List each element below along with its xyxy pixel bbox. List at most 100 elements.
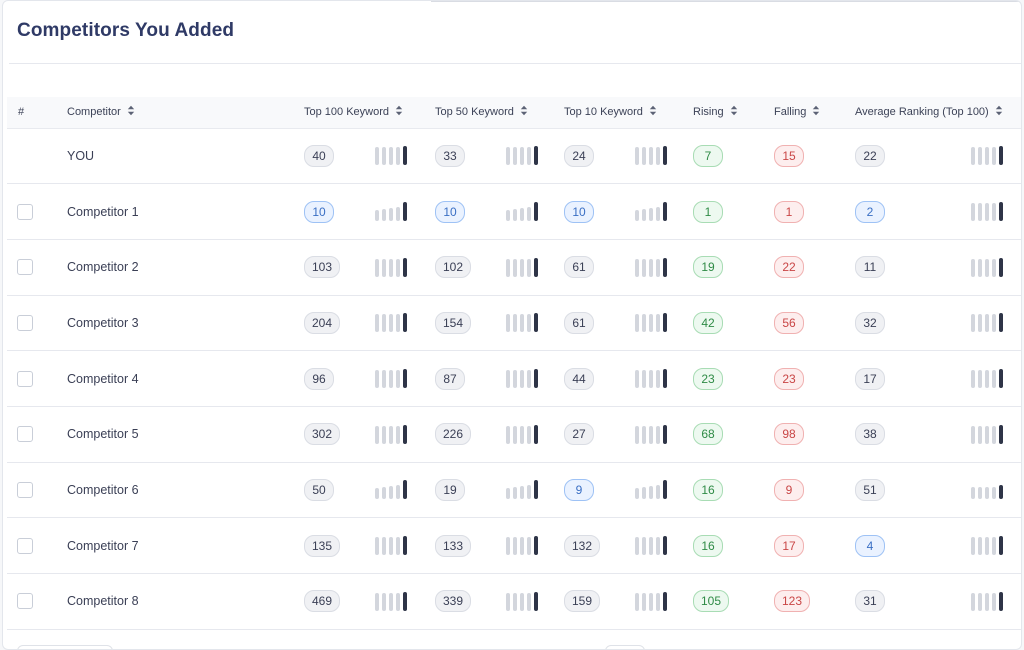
row-checkbox[interactable]: [17, 481, 33, 498]
metric-rising: 16: [693, 478, 774, 501]
trend-bar: [513, 258, 517, 277]
trend-bar-latest: [999, 485, 1003, 500]
trend-bar-latest: [403, 369, 407, 389]
trend-bar: [992, 258, 996, 277]
value-badge: 159: [564, 590, 601, 613]
table-row[interactable]: Competitor 4 96 87 44 23 23 17: [7, 351, 1021, 407]
value-badge: 61: [564, 256, 594, 279]
trend-bar: [971, 147, 975, 166]
column-header-avg[interactable]: Average Ranking (Top 100): [855, 97, 1021, 129]
column-header-top10[interactable]: Top 10 Keyword: [564, 97, 693, 129]
metric-top50: 33: [435, 144, 564, 167]
table-row[interactable]: Competitor 5 302 226 27 68 98 38: [7, 406, 1021, 463]
trend-bar: [389, 314, 393, 333]
metric-top100: 204: [304, 311, 435, 334]
column-header-falling[interactable]: Falling: [774, 97, 855, 129]
cell-falling: 98: [774, 406, 855, 462]
sort-arrows-icon[interactable]: [127, 105, 135, 119]
trend-bar: [382, 425, 386, 444]
cell-top100: 10: [304, 184, 435, 240]
trend-bars-icon: [971, 480, 1003, 500]
trend-bar: [389, 208, 393, 222]
value-badge: 9: [564, 478, 594, 501]
trend-bar: [506, 258, 510, 277]
trend-bar: [527, 537, 531, 556]
trend-bar-latest: [534, 257, 538, 277]
trend-bars-icon: [635, 591, 667, 611]
trend-bar: [649, 537, 653, 556]
row-checkbox[interactable]: [17, 426, 33, 443]
trend-bar: [375, 147, 379, 166]
sort-arrows-icon[interactable]: [730, 105, 738, 119]
table-row[interactable]: Competitor 8 469 339 159 105 123 31: [7, 574, 1021, 630]
row-checkbox[interactable]: [17, 259, 33, 276]
trend-bar: [513, 592, 517, 611]
trend-bar: [992, 203, 996, 222]
sort-arrows-icon[interactable]: [995, 105, 1003, 119]
trend-bar-latest: [403, 591, 407, 611]
cell-top10: 24: [564, 128, 693, 184]
trend-bar: [635, 314, 639, 333]
sort-arrows-icon[interactable]: [812, 105, 820, 119]
value-badge: 40: [304, 144, 334, 167]
metric-top50: 102: [435, 256, 564, 279]
row-checkbox[interactable]: [17, 314, 33, 331]
row-checkbox[interactable]: [17, 203, 33, 220]
cell-rising: 1: [693, 184, 774, 240]
value-badge: 16: [693, 534, 723, 557]
trend-bars-icon: [971, 424, 1003, 444]
trend-bar: [527, 485, 531, 500]
table-row[interactable]: Competitor 1 10 10 10 1 1 2: [7, 184, 1021, 240]
trend-bar: [396, 258, 400, 277]
sort-arrows-icon[interactable]: [520, 105, 528, 119]
metric-avg: 38: [855, 423, 1021, 446]
table-row[interactable]: Competitor 2 103 102 61 19 22 11: [7, 239, 1021, 296]
trend-bar: [985, 370, 989, 389]
table-row[interactable]: Competitor 7 135 133 132 16 17 4: [7, 518, 1021, 574]
value-badge: 302: [304, 423, 341, 446]
trend-bar-latest: [534, 480, 538, 500]
trend-bar: [396, 314, 400, 333]
cell-top50: 339: [435, 574, 564, 630]
trend-bar: [375, 537, 379, 556]
trend-bar: [389, 486, 393, 500]
metric-avg: 2: [855, 200, 1021, 223]
value-badge: 87: [435, 367, 465, 390]
trend-bar-latest: [663, 424, 667, 444]
trend-bar-latest: [999, 369, 1003, 389]
cell-rising: 16: [693, 462, 774, 518]
row-checkbox[interactable]: [17, 537, 33, 554]
trend-bar: [382, 258, 386, 277]
sort-arrows-icon[interactable]: [395, 105, 403, 119]
column-header-top100[interactable]: Top 100 Keyword: [304, 97, 435, 129]
page-title: Competitors You Added: [17, 20, 235, 41]
trend-bar: [642, 487, 646, 500]
competitor-name: Competitor 6: [67, 482, 139, 497]
table-row[interactable]: Competitor 3 204 154 61 42 56 32: [7, 295, 1021, 351]
trend-bar: [635, 425, 639, 444]
column-header-top50[interactable]: Top 50 Keyword: [435, 97, 564, 129]
column-header-competitor[interactable]: Competitor: [63, 97, 304, 129]
row-checkbox[interactable]: [17, 370, 33, 387]
metric-falling: 1: [774, 200, 855, 223]
metric-avg: 31: [855, 590, 1021, 613]
table-row[interactable]: YOU 40 33 24 7 15 22: [7, 128, 1021, 184]
row-checkbox[interactable]: [17, 593, 33, 610]
trend-bar: [635, 258, 639, 277]
trend-bar: [389, 370, 393, 389]
trend-bar: [382, 537, 386, 556]
table-row[interactable]: Competitor 6 50 19 9 16 9 51: [7, 462, 1021, 518]
cell-top100: 135: [304, 518, 435, 574]
trend-bar: [520, 208, 524, 222]
sort-arrows-icon[interactable]: [649, 105, 657, 119]
trend-bar: [506, 425, 510, 444]
footer-control-right[interactable]: [605, 645, 645, 649]
select-cell: [7, 295, 63, 351]
footer-control-left[interactable]: [17, 645, 113, 649]
trend-bar-latest: [403, 202, 407, 222]
column-header-label: Average Ranking (Top 100): [855, 106, 989, 119]
cell-top50: 133: [435, 518, 564, 574]
trend-bar-latest: [403, 424, 407, 444]
column-header-rising[interactable]: Rising: [693, 97, 774, 129]
value-badge: 19: [693, 256, 723, 279]
